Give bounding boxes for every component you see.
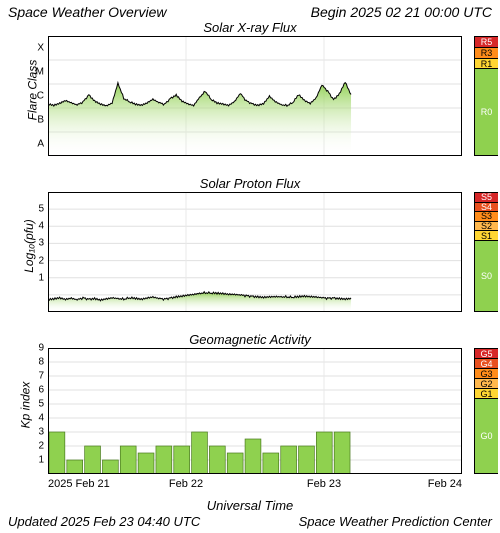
x-axis-label: Universal Time [0, 498, 500, 513]
panel2-ytick: 5 [38, 204, 44, 215]
panel1-plot [48, 36, 462, 156]
panel1-ytick: B [37, 115, 44, 126]
scale-seg-G0: G0 [474, 398, 498, 474]
xtick: Feb 23 [307, 478, 341, 490]
panel3-scale-bar: G5G4G3G2G1G0 [474, 348, 498, 474]
panel2-ytick: 4 [38, 221, 44, 232]
panel2-ytick: 1 [38, 272, 44, 283]
scale-seg-S1: S1 [474, 230, 498, 240]
scale-seg-G1: G1 [474, 388, 498, 398]
panel3-panel: Geomagnetic ActivityKp index123456789G5G… [0, 334, 500, 476]
scale-seg-S5: S5 [474, 192, 498, 202]
scale-seg-G5: G5 [474, 348, 498, 358]
panel1-ytick: X [37, 43, 44, 54]
scale-seg-R3: R3 [474, 47, 498, 58]
panel2-scale-bar: S5S4S3S2S1S0 [474, 192, 498, 312]
panel1-title: Solar X-ray Flux [0, 20, 500, 35]
panel3-ytick: 9 [38, 343, 44, 354]
panel1-ytick: C [37, 91, 44, 102]
scale-seg-G4: G4 [474, 358, 498, 368]
panel2-plot [48, 192, 462, 312]
panel3-ytick: 8 [38, 357, 44, 368]
scale-seg-R0: R0 [474, 68, 498, 156]
panel3-ytick: 1 [38, 455, 44, 466]
updated-time: Updated 2025 Feb 23 04:40 UTC [8, 514, 200, 529]
scale-seg-S2: S2 [474, 221, 498, 231]
xtick: 2025 Feb 21 [48, 478, 110, 490]
scale-seg-S0: S0 [474, 240, 498, 312]
scale-seg-R1: R1 [474, 58, 498, 69]
scale-seg-G3: G3 [474, 368, 498, 378]
source-credit: Space Weather Prediction Center [299, 514, 492, 529]
panel2-panel: Solar Proton FluxLog₁₀(pfu)12345S5S4S3S2… [0, 178, 500, 314]
panel1-scale-bar: R5R3R1R0 [474, 36, 498, 156]
panel3-ytick: 5 [38, 399, 44, 410]
scale-seg-R5: R5 [474, 36, 498, 47]
panel2-title: Solar Proton Flux [0, 176, 500, 191]
panel2-ytick: 3 [38, 238, 44, 249]
panel3-ytick: 6 [38, 385, 44, 396]
panel3-plot [48, 348, 462, 474]
panel1-ytick: A [37, 139, 44, 150]
panel3-ytick: 2 [38, 441, 44, 452]
xtick: Feb 24 [428, 478, 462, 490]
panel3-ytick: 7 [38, 371, 44, 382]
scale-seg-S4: S4 [474, 202, 498, 212]
page-begin-time: Begin 2025 02 21 00:00 UTC [311, 4, 492, 20]
panel3-title: Geomagnetic Activity [0, 332, 500, 347]
panel2-ytick: 2 [38, 255, 44, 266]
scale-seg-G2: G2 [474, 378, 498, 388]
scale-seg-S3: S3 [474, 211, 498, 221]
page-title: Space Weather Overview [8, 4, 166, 20]
panel1-ytick: M [36, 67, 44, 78]
xtick: Feb 22 [169, 478, 203, 490]
panel3-ytick: 3 [38, 427, 44, 438]
panel1-panel: Solar X-ray FluxFlare ClassABCMXR5R3R1R0 [0, 22, 500, 158]
panel3-ytick: 4 [38, 413, 44, 424]
